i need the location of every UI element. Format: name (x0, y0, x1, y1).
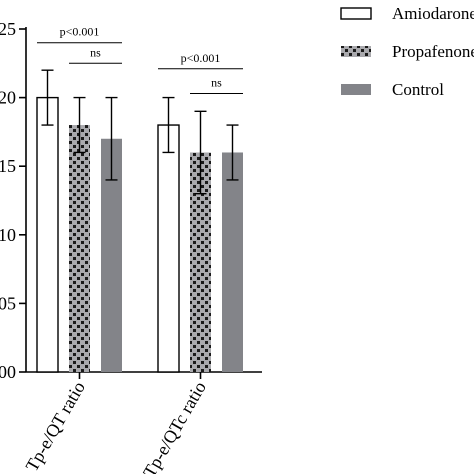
y-tick-label: 0.25 (0, 19, 16, 39)
error-bar (162, 96, 175, 154)
legend: Amiodarone Propafenone Control (340, 4, 474, 99)
bars (36, 69, 243, 373)
bar (222, 152, 243, 372)
bar (69, 125, 90, 372)
y-tick-label: 0.15 (0, 156, 16, 176)
legend-swatch (341, 46, 371, 57)
bar (157, 124, 180, 373)
bar (36, 96, 59, 373)
error-bar (41, 69, 54, 126)
y-tick-label: 0.00 (0, 362, 16, 382)
category-label: Tp-e/QT ratio (22, 378, 89, 474)
significance-label: p<0.001 (60, 25, 100, 39)
legend-label: Propafenone (392, 42, 474, 61)
error-bar (194, 110, 207, 195)
error-bar (226, 124, 239, 181)
error-bar (105, 96, 118, 181)
y-tick-label: 0.20 (0, 88, 16, 108)
significance-label: p<0.001 (181, 51, 221, 65)
legend-label: Control (392, 80, 444, 99)
y-tick-label: 0.05 (0, 293, 16, 313)
significance-label: ns (90, 45, 101, 59)
significance-label: ns (211, 75, 222, 89)
legend-label: Amiodarone (392, 4, 474, 23)
error-bar (73, 96, 86, 154)
category-label: Tp-e/QTc ratio (139, 378, 210, 474)
y-tick-label: 0.10 (0, 225, 16, 245)
significance-annotations: p<0.001 ns p<0.001 ns (37, 25, 243, 94)
bar (101, 138, 122, 372)
legend-swatch (340, 7, 372, 20)
legend-swatch (341, 84, 371, 95)
bar (190, 152, 211, 372)
